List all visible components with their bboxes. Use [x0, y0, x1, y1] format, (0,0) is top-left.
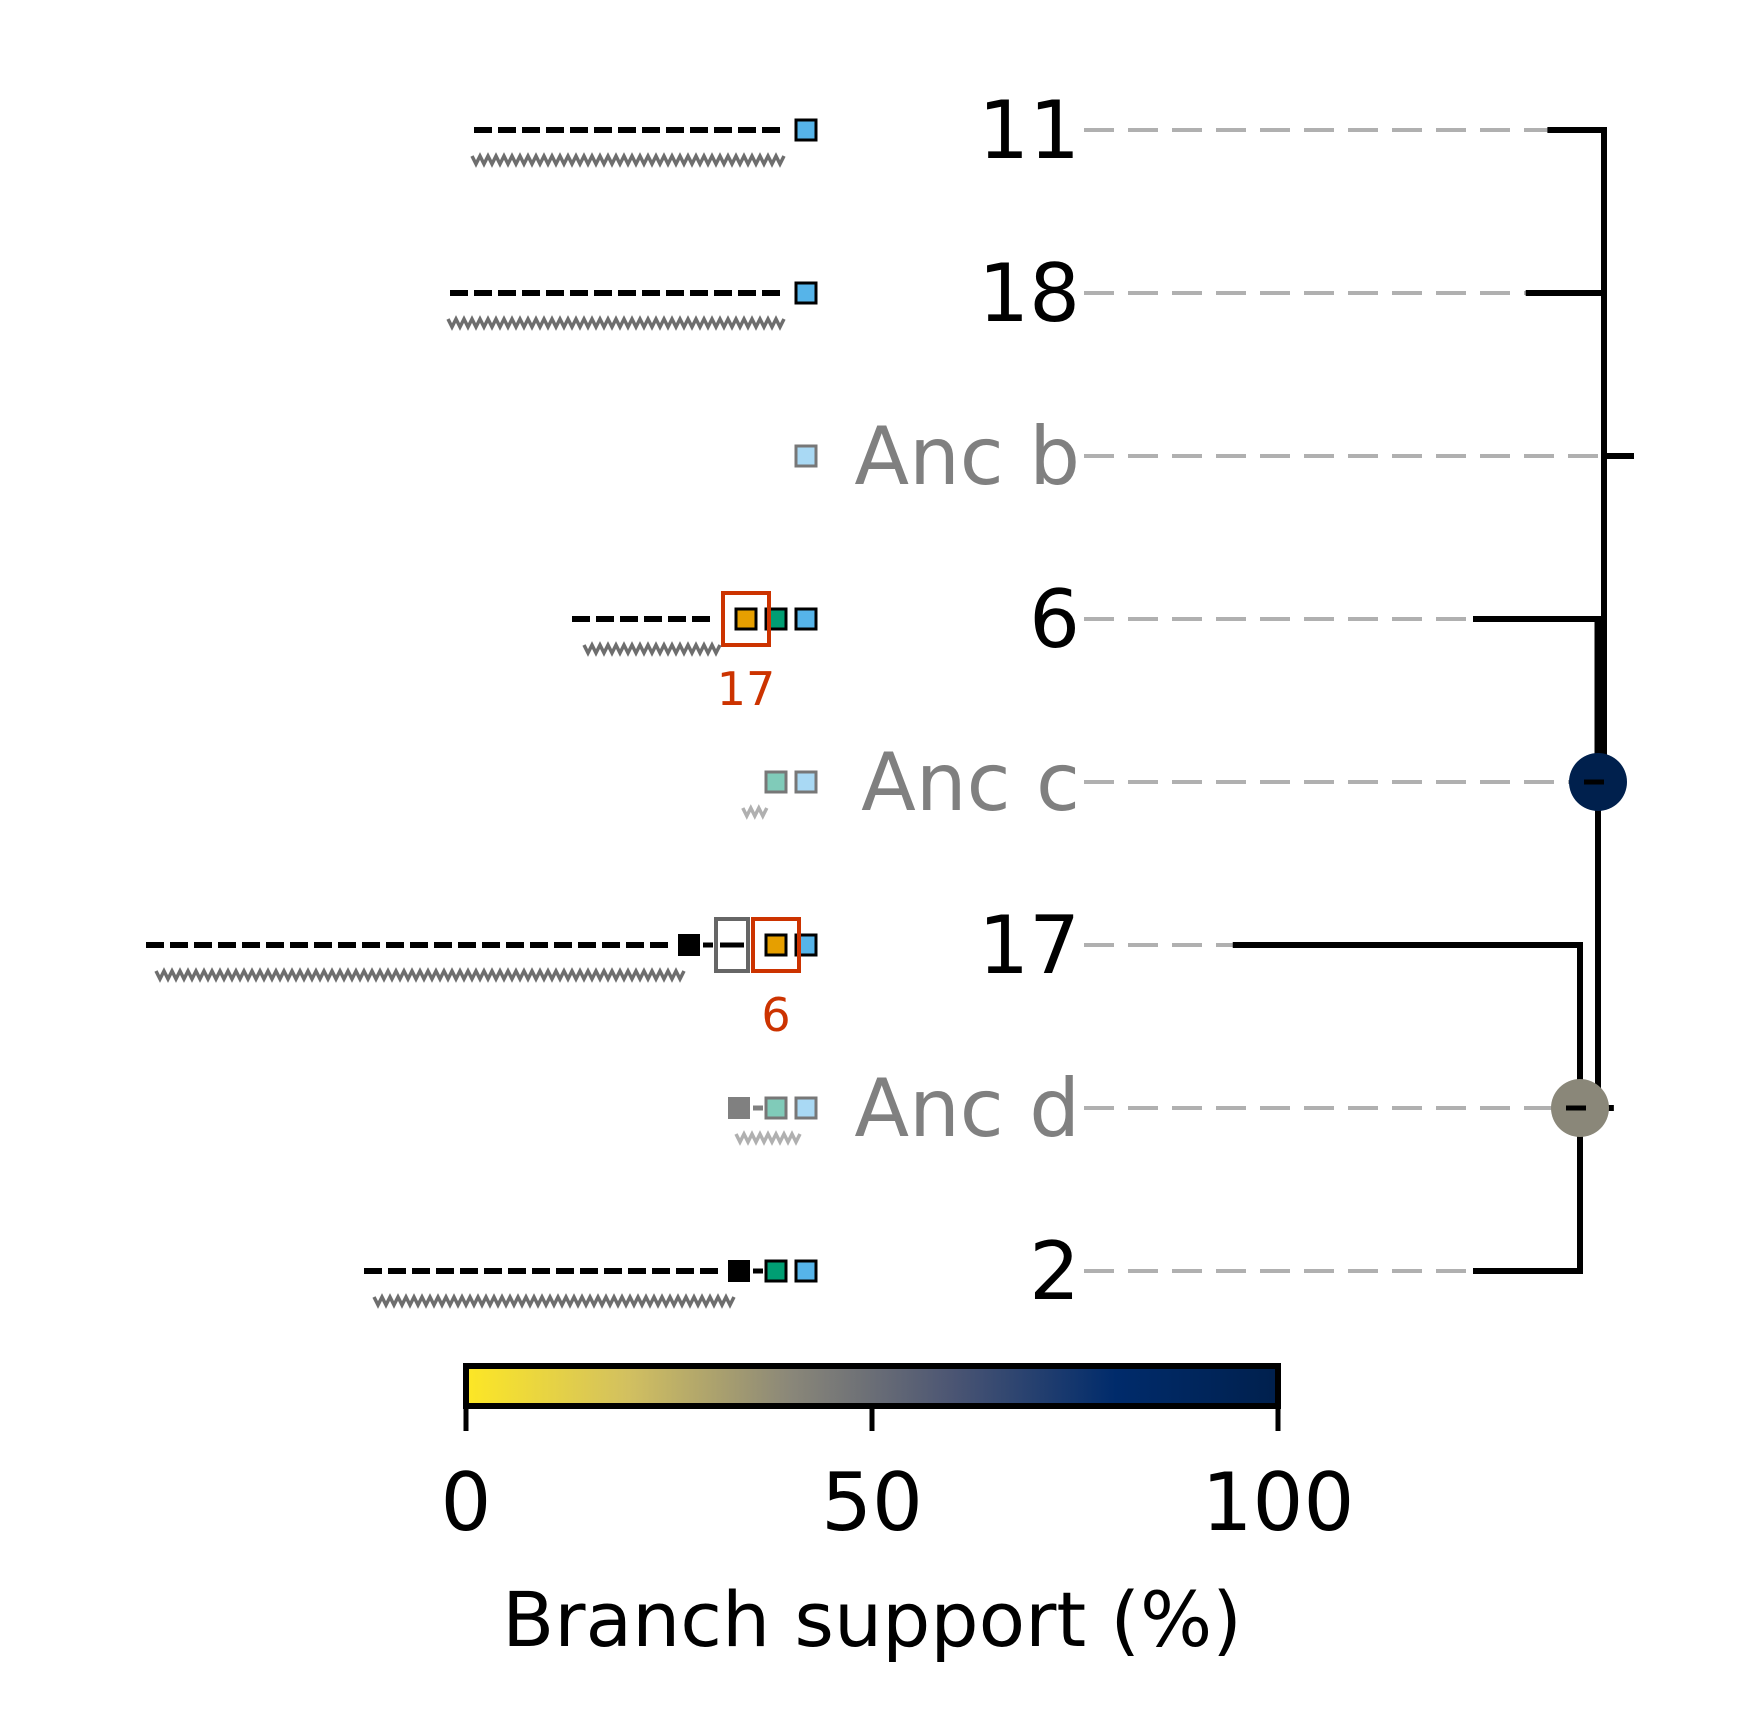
track-box-blue-light: [794, 1096, 818, 1120]
track-wave-line: [372, 1293, 736, 1309]
track-17: 6: [146, 917, 818, 1042]
track-box-blue-light: [794, 444, 818, 468]
colorbar: 0 50 100 Branch support (%): [441, 1363, 1355, 1664]
track-11: [470, 118, 818, 168]
label-leader-lines: [1084, 128, 1631, 1273]
track-box-blue: [794, 281, 818, 305]
leaf-label-anc-d: Anc d: [854, 1062, 1080, 1155]
track-marker-label: 6: [761, 988, 790, 1042]
leaf-label-2: 2: [1029, 1225, 1080, 1318]
leaf-label-18: 18: [978, 247, 1080, 340]
track-box-blue-light: [794, 770, 818, 794]
track-wave-line: [446, 315, 786, 331]
support-node-markers: [1551, 753, 1627, 1137]
track-18: [446, 281, 818, 331]
track-highlight-box: [751, 917, 801, 973]
track-black-box: [678, 934, 700, 956]
leaf-label-anc-c: Anc c: [861, 736, 1080, 829]
track-box-orange: [764, 933, 788, 957]
track-wave-line: [582, 641, 722, 657]
track-marker-label: 17: [717, 662, 776, 716]
leaf-label-anc-b: Anc b: [854, 410, 1080, 503]
sequence-tracks: 17 6: [146, 118, 818, 1309]
colorbar-tick-label-50: 50: [821, 1456, 923, 1549]
track-box-green-light: [764, 770, 788, 794]
track-box-blue: [794, 118, 818, 142]
track-box-blue: [794, 607, 818, 631]
track-black-box: [728, 1260, 750, 1282]
track-box-orange: [734, 607, 758, 631]
track-wave-line: [154, 967, 686, 983]
track-wave-line: [741, 804, 769, 820]
track-open-box: [714, 917, 750, 973]
track-black-box: [728, 1097, 750, 1119]
colorbar-tick-label-100: 100: [1202, 1456, 1355, 1549]
track-box-blue: [794, 1259, 818, 1283]
track-2: [364, 1259, 818, 1309]
track-wave-line: [470, 152, 786, 168]
track-box-green-light: [764, 1096, 788, 1120]
track-6: 17: [572, 591, 818, 716]
leaf-labels: 11 18 Anc b 6 Anc c 17 Anc d 2: [854, 84, 1080, 1318]
leaf-label-6: 6: [1029, 573, 1080, 666]
track-anc-b: [794, 444, 818, 468]
colorbar-fill: [463, 1363, 1281, 1409]
track-box-green: [764, 1259, 788, 1283]
leaf-label-17: 17: [978, 899, 1080, 992]
track-highlight-box: [721, 591, 771, 647]
track-wave-line: [734, 1130, 802, 1146]
track-anc-c: [741, 770, 818, 820]
colorbar-title: Branch support (%): [502, 1575, 1242, 1664]
colorbar-tick-label-0: 0: [441, 1456, 492, 1549]
track-anc-d: [728, 1096, 818, 1146]
leaf-label-11: 11: [978, 84, 1080, 177]
